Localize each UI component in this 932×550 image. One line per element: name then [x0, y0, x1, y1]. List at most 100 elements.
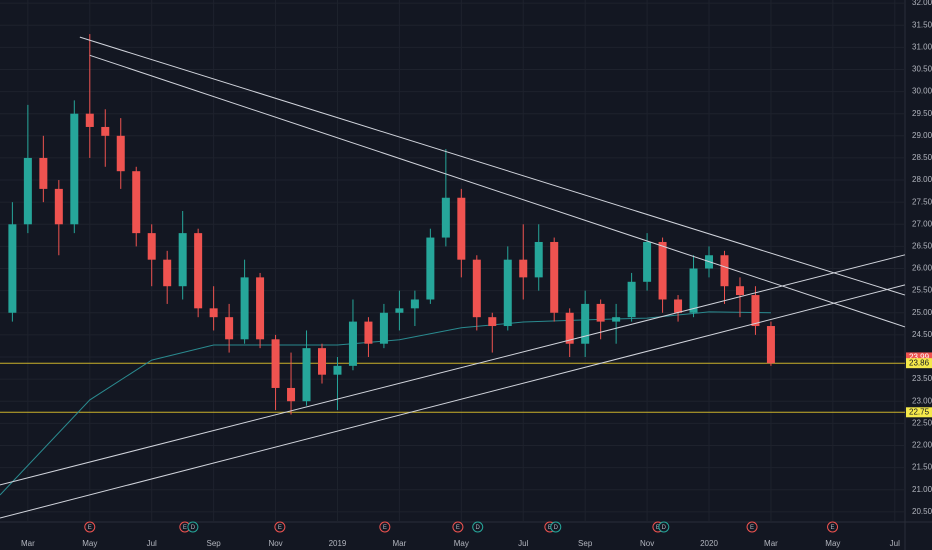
event-label: D — [476, 525, 481, 531]
price-label: 23.86 — [909, 358, 930, 367]
event-marker — [452, 521, 464, 533]
candle-body — [643, 241, 652, 282]
candle-body — [658, 241, 667, 300]
event-marker — [274, 521, 286, 533]
event-marker — [472, 521, 484, 533]
y-tick-label: 31.50 — [912, 20, 932, 29]
candle-body — [519, 259, 528, 278]
candle-body — [503, 259, 512, 327]
x-tick-label: Sep — [207, 539, 222, 548]
event-label: D — [191, 525, 196, 531]
candle-body — [441, 197, 450, 238]
candle-body — [8, 224, 17, 313]
event-marker — [379, 521, 391, 533]
candle-body — [302, 348, 311, 402]
candle-body — [379, 312, 388, 344]
candle-body — [147, 233, 156, 260]
y-tick-label: 28.00 — [912, 175, 932, 184]
candle-body — [70, 113, 79, 225]
candle-body — [534, 241, 543, 278]
y-tick-label: 22.00 — [912, 441, 932, 450]
y-tick-label: 22.50 — [912, 418, 932, 427]
event-label: E — [383, 525, 387, 531]
y-tick-label: 32.00 — [912, 0, 932, 7]
event-marker — [658, 521, 670, 533]
y-tick-label: 29.50 — [912, 109, 932, 118]
x-tick-label: May — [82, 539, 97, 548]
candle-body — [240, 277, 249, 340]
x-tick-label: Jul — [147, 539, 157, 548]
x-tick-label: May — [454, 539, 469, 548]
candle-body — [674, 299, 683, 313]
candle-body — [426, 237, 435, 300]
y-tick-label: 29.00 — [912, 131, 932, 140]
event-label: E — [750, 525, 754, 531]
trendline — [0, 254, 906, 486]
candle-body — [627, 281, 636, 318]
candle-body — [333, 365, 342, 375]
event-label: E — [548, 525, 552, 531]
candle-body — [116, 135, 125, 172]
candle-body — [163, 259, 172, 287]
candle-body — [766, 326, 775, 364]
candle-body — [735, 286, 744, 296]
event-marker — [187, 521, 199, 533]
event-label: E — [831, 525, 835, 531]
candle-body — [256, 277, 265, 340]
candle-body — [178, 233, 187, 287]
y-tick-label: 30.00 — [912, 87, 932, 96]
candle-body — [457, 197, 466, 260]
price-label: 23.99 — [909, 353, 930, 362]
x-tick-label: Jul — [890, 539, 900, 548]
candle-body — [271, 339, 280, 388]
event-marker — [84, 521, 96, 533]
moving-average — [0, 311, 771, 496]
event-marker — [827, 521, 839, 533]
x-tick-label: 2019 — [329, 539, 347, 548]
y-tick-label: 21.00 — [912, 485, 932, 494]
event-label: E — [278, 525, 282, 531]
candle-body — [596, 303, 605, 322]
event-label: D — [662, 525, 667, 531]
y-tick-label: 28.50 — [912, 153, 932, 162]
y-tick-label: 31.00 — [912, 42, 932, 51]
candle-body — [54, 188, 63, 225]
trendline — [79, 36, 906, 296]
x-tick-label: 2020 — [700, 539, 718, 548]
y-tick-label: 23.50 — [912, 374, 932, 383]
y-tick-label: 26.00 — [912, 264, 932, 273]
price-label: 22.75 — [909, 407, 930, 416]
candle-body — [488, 317, 497, 327]
candle-body — [317, 348, 326, 375]
candle-body — [132, 171, 141, 234]
candle-body — [689, 268, 698, 313]
candle-body — [39, 157, 48, 189]
y-tick-label: 30.50 — [912, 65, 932, 74]
x-tick-label: May — [825, 539, 840, 548]
candle-body — [348, 321, 357, 366]
candle-body — [209, 308, 218, 318]
y-tick-label: 25.50 — [912, 286, 932, 295]
x-tick-label: Mar — [21, 539, 35, 548]
x-tick-label: Nov — [268, 539, 282, 548]
candle-body — [751, 295, 760, 327]
candle-body — [550, 241, 559, 313]
candle-body — [23, 157, 32, 225]
price-label-box — [906, 352, 932, 363]
candle-body — [364, 321, 373, 344]
event-label: E — [656, 525, 660, 531]
candle-body — [225, 317, 234, 340]
x-tick-label: Jul — [518, 539, 528, 548]
y-tick-label: 27.00 — [912, 219, 932, 228]
y-tick-label: 23.00 — [912, 396, 932, 405]
price-label-box — [906, 407, 932, 418]
x-tick-label: Mar — [764, 539, 778, 548]
y-tick-label: 24.50 — [912, 330, 932, 339]
event-label: E — [456, 525, 460, 531]
x-tick-label: Sep — [578, 539, 593, 548]
candle-body — [720, 255, 729, 287]
candle-body — [581, 303, 590, 344]
y-tick-label: 20.50 — [912, 507, 932, 516]
candle-body — [612, 317, 621, 322]
